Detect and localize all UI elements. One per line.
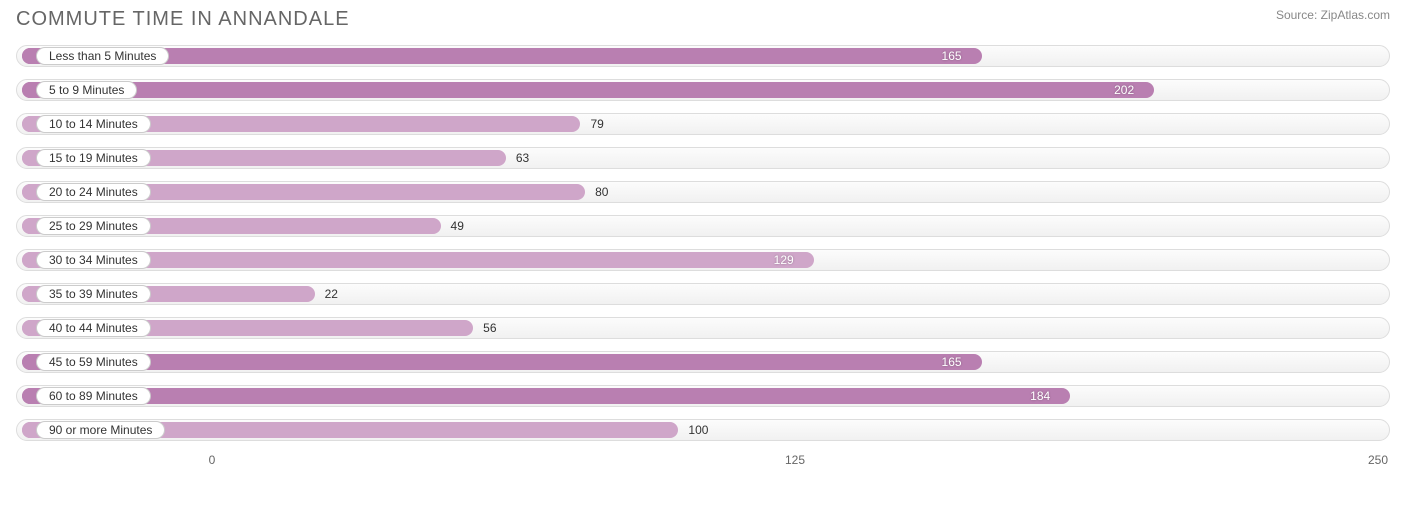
x-axis-tick: 0 bbox=[209, 453, 216, 467]
bar-value-label: 184 bbox=[1030, 388, 1050, 404]
bar-value-label: 165 bbox=[942, 48, 962, 64]
bar-row: 20 to 24 Minutes 80 bbox=[16, 179, 1390, 205]
bar-fill bbox=[22, 82, 1154, 98]
chart-source: Source: ZipAtlas.com bbox=[1276, 8, 1390, 22]
chart-header: COMMUTE TIME IN ANNANDALE Source: ZipAtl… bbox=[0, 0, 1406, 43]
bar-value-label: 80 bbox=[595, 184, 608, 200]
bar-value-label: 56 bbox=[483, 320, 496, 336]
bar-row: 45 to 59 Minutes 165 bbox=[16, 349, 1390, 375]
bar-row: 90 or more Minutes 100 bbox=[16, 417, 1390, 443]
x-axis: 0 125 250 bbox=[16, 451, 1390, 479]
chart-title: COMMUTE TIME IN ANNANDALE bbox=[16, 8, 350, 31]
bar-category-label: 20 to 24 Minutes bbox=[36, 183, 151, 201]
bar-value-label: 165 bbox=[942, 354, 962, 370]
bar-category-label: 25 to 29 Minutes bbox=[36, 217, 151, 235]
bar-fill bbox=[22, 388, 1070, 404]
bar-row: 30 to 34 Minutes 129 bbox=[16, 247, 1390, 273]
bar-category-label: 5 to 9 Minutes bbox=[36, 81, 137, 99]
x-axis-tick: 125 bbox=[785, 453, 805, 467]
bar-value-label: 49 bbox=[451, 218, 464, 234]
bar-value-label: 22 bbox=[325, 286, 338, 302]
bar-category-label: 40 to 44 Minutes bbox=[36, 319, 151, 337]
bar-category-label: 35 to 39 Minutes bbox=[36, 285, 151, 303]
bar-row: Less than 5 Minutes 165 bbox=[16, 43, 1390, 69]
bar-category-label: 30 to 34 Minutes bbox=[36, 251, 151, 269]
bar-row: 5 to 9 Minutes 202 bbox=[16, 77, 1390, 103]
bar-value-label: 79 bbox=[590, 116, 603, 132]
bar-category-label: 15 to 19 Minutes bbox=[36, 149, 151, 167]
bar-value-label: 129 bbox=[774, 252, 794, 268]
bar-value-label: 100 bbox=[688, 422, 708, 438]
bar-category-label: 60 to 89 Minutes bbox=[36, 387, 151, 405]
bar-fill bbox=[22, 354, 982, 370]
bar-row: 60 to 89 Minutes 184 bbox=[16, 383, 1390, 409]
bar-category-label: 90 or more Minutes bbox=[36, 421, 165, 439]
x-axis-tick: 250 bbox=[1368, 453, 1388, 467]
bar-row: 40 to 44 Minutes 56 bbox=[16, 315, 1390, 341]
bar-row: 15 to 19 Minutes 63 bbox=[16, 145, 1390, 171]
bar-category-label: 45 to 59 Minutes bbox=[36, 353, 151, 371]
bar-row: 25 to 29 Minutes 49 bbox=[16, 213, 1390, 239]
bar-category-label: 10 to 14 Minutes bbox=[36, 115, 151, 133]
bar-category-label: Less than 5 Minutes bbox=[36, 47, 169, 65]
bar-row: 10 to 14 Minutes 79 bbox=[16, 111, 1390, 137]
bar-value-label: 202 bbox=[1114, 82, 1134, 98]
bar-row: 35 to 39 Minutes 22 bbox=[16, 281, 1390, 307]
chart-area: Less than 5 Minutes 165 5 to 9 Minutes 202 1… bbox=[0, 43, 1406, 443]
bar-value-label: 63 bbox=[516, 150, 529, 166]
